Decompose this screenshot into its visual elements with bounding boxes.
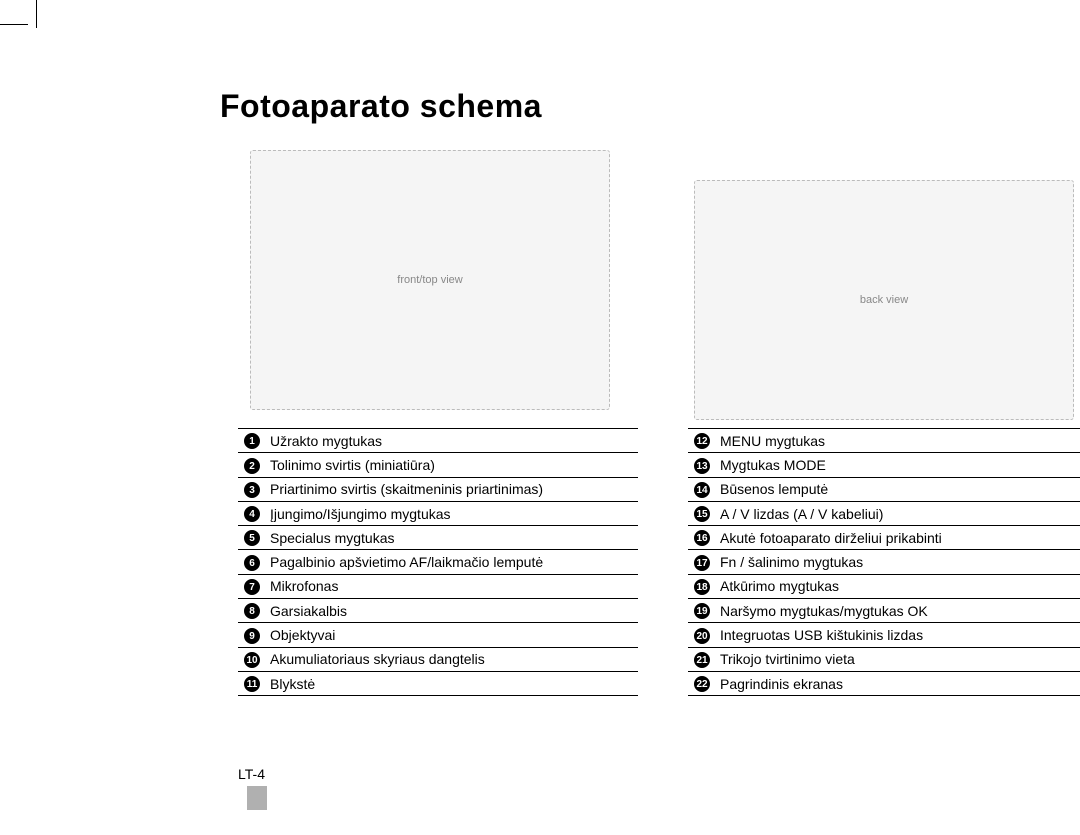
table-row: 8Garsiakalbis [238, 598, 638, 622]
part-label: A / V lizdas (A / V kabeliui) [716, 506, 1080, 522]
part-label: Specialus mygtukas [266, 530, 638, 546]
camera-front-diagram: front/top view [250, 150, 610, 410]
table-row: 16Akutė fotoaparato dirželiui prikabinti [688, 525, 1080, 549]
page-content: Fotoaparato schema front/top view back v… [110, 0, 1050, 835]
part-label: Garsiakalbis [266, 603, 638, 619]
part-label: Naršymo mygtukas/mygtukas OK [716, 603, 1080, 619]
part-number: 4 [238, 505, 266, 522]
page-title: Fotoaparato schema [220, 88, 542, 125]
part-label: Objektyvai [266, 627, 638, 643]
table-row: 7Mikrofonas [238, 574, 638, 598]
table-row: 2Tolinimo svirtis (miniatiūra) [238, 452, 638, 476]
part-number: 10 [238, 651, 266, 668]
part-number: 9 [238, 626, 266, 643]
part-label: Akumuliatoriaus skyriaus dangtelis [266, 651, 638, 667]
parts-table-front: 1Užrakto mygtukas2Tolinimo svirtis (mini… [238, 428, 638, 696]
part-number: 7 [238, 578, 266, 595]
part-number: 22 [688, 675, 716, 692]
table-row: 10Akumuliatoriaus skyriaus dangtelis [238, 647, 638, 671]
table-row: 13Mygtukas MODE [688, 452, 1080, 476]
table-row: 4Įjungimo/Išjungimo mygtukas [238, 501, 638, 525]
part-label: Priartinimo svirtis (skaitmeninis priart… [266, 481, 638, 497]
table-row: 18Atkūrimo mygtukas [688, 574, 1080, 598]
table-row: 6Pagalbinio apšvietimo AF/laikmačio lemp… [238, 549, 638, 573]
page-number: LT-4 [238, 766, 265, 782]
part-number: 18 [688, 578, 716, 595]
page-number-bar [247, 786, 267, 810]
part-number: 15 [688, 505, 716, 522]
part-label: Fn / šalinimo mygtukas [716, 554, 1080, 570]
part-number: 21 [688, 651, 716, 668]
parts-table-back: 12MENU mygtukas13Mygtukas MODE14Būsenos … [688, 428, 1080, 696]
part-number: 2 [238, 456, 266, 473]
table-row: 15A / V lizdas (A / V kabeliui) [688, 501, 1080, 525]
camera-back-diagram: back view [694, 180, 1074, 420]
part-label: Pagalbinio apšvietimo AF/laikmačio lempu… [266, 554, 638, 570]
part-number: 12 [688, 432, 716, 449]
part-label: Pagrindinis ekranas [716, 676, 1080, 692]
table-row: 17Fn / šalinimo mygtukas [688, 549, 1080, 573]
part-label: Užrakto mygtukas [266, 433, 638, 449]
crop-mark-horizontal [0, 24, 28, 25]
part-number: 6 [238, 553, 266, 570]
part-number: 11 [238, 675, 266, 692]
part-number: 3 [238, 481, 266, 498]
table-row: 14Būsenos lemputė [688, 477, 1080, 501]
table-row: 21Trikojo tvirtinimo vieta [688, 647, 1080, 671]
table-row: 9Objektyvai [238, 622, 638, 646]
table-row: 1Užrakto mygtukas [238, 428, 638, 452]
table-row: 3Priartinimo svirtis (skaitmeninis priar… [238, 477, 638, 501]
part-label: Būsenos lemputė [716, 481, 1080, 497]
part-label: Mygtukas MODE [716, 457, 1080, 473]
part-label: Tolinimo svirtis (miniatiūra) [266, 457, 638, 473]
part-number: 5 [238, 529, 266, 546]
table-row: 5Specialus mygtukas [238, 525, 638, 549]
part-number: 1 [238, 432, 266, 449]
table-row: 12MENU mygtukas [688, 428, 1080, 452]
part-number: 8 [238, 602, 266, 619]
part-number: 16 [688, 529, 716, 546]
table-row: 19Naršymo mygtukas/mygtukas OK [688, 598, 1080, 622]
crop-mark-vertical [36, 0, 37, 28]
part-label: Mikrofonas [266, 578, 638, 594]
part-label: MENU mygtukas [716, 433, 1080, 449]
part-label: Integruotas USB kištukinis lizdas [716, 627, 1080, 643]
part-label: Akutė fotoaparato dirželiui prikabinti [716, 530, 1080, 546]
part-number: 20 [688, 626, 716, 643]
part-label: Įjungimo/Išjungimo mygtukas [266, 506, 638, 522]
part-label: Blykstė [266, 676, 638, 692]
table-row: 11Blykstė [238, 671, 638, 696]
part-label: Atkūrimo mygtukas [716, 578, 1080, 594]
part-label: Trikojo tvirtinimo vieta [716, 651, 1080, 667]
part-number: 14 [688, 481, 716, 498]
part-number: 17 [688, 553, 716, 570]
part-number: 13 [688, 456, 716, 473]
part-number: 19 [688, 602, 716, 619]
table-row: 22Pagrindinis ekranas [688, 671, 1080, 696]
table-row: 20Integruotas USB kištukinis lizdas [688, 622, 1080, 646]
